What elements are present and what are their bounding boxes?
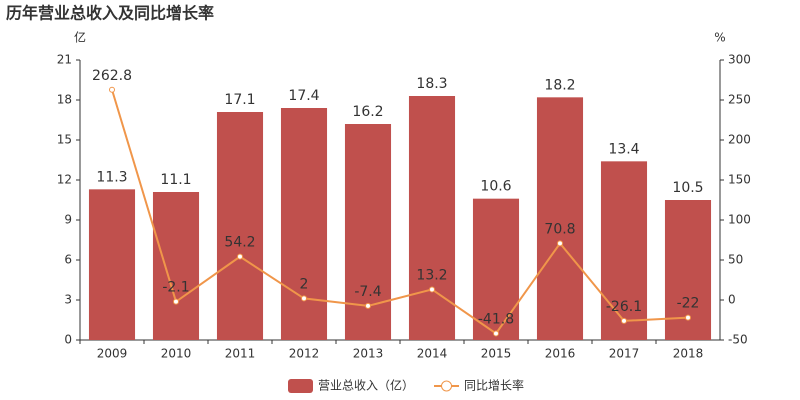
line-value-label: 13.2 bbox=[416, 267, 447, 283]
y-tick-label: 18 bbox=[57, 93, 72, 107]
line-value-label: 70.8 bbox=[544, 221, 575, 237]
x-tick-label: 2017 bbox=[609, 347, 640, 361]
bar bbox=[216, 112, 264, 340]
bar-value-label: 17.4 bbox=[288, 88, 319, 104]
bar-value-label: 13.4 bbox=[608, 141, 639, 157]
x-tick-label: 2016 bbox=[545, 347, 576, 361]
y-tick-label: 15 bbox=[57, 133, 72, 147]
x-tick-label: 2013 bbox=[353, 347, 384, 361]
bar bbox=[408, 96, 456, 340]
bar bbox=[600, 161, 648, 340]
legend-swatch bbox=[288, 379, 313, 393]
bar-value-label: 16.2 bbox=[352, 104, 383, 120]
line-value-label: -7.4 bbox=[354, 284, 381, 300]
bar-value-label: 11.3 bbox=[96, 169, 127, 185]
line-point bbox=[493, 330, 499, 337]
line-point bbox=[365, 302, 371, 309]
bar-value-label: 17.1 bbox=[224, 92, 255, 108]
legend-label: 营业总收入（亿） bbox=[318, 378, 414, 393]
y-tick-label: 12 bbox=[57, 173, 72, 187]
line-point bbox=[621, 317, 627, 324]
line-value-label: -2.1 bbox=[162, 280, 189, 296]
line-point bbox=[109, 86, 115, 93]
x-tick-label: 2012 bbox=[289, 347, 320, 361]
line-point bbox=[301, 295, 307, 302]
line-point bbox=[429, 286, 435, 293]
line-point bbox=[173, 298, 179, 305]
bar bbox=[280, 108, 328, 340]
y2-tick-label: 0 bbox=[728, 293, 736, 307]
line-value-label: -22 bbox=[677, 296, 700, 312]
bar bbox=[152, 192, 200, 340]
y2-tick-label: 50 bbox=[728, 253, 743, 267]
line-value-label: 262.8 bbox=[92, 68, 132, 84]
line-value-label: 2 bbox=[300, 276, 309, 292]
x-tick-label: 2018 bbox=[673, 347, 704, 361]
bar bbox=[472, 198, 520, 340]
x-tick-label: 2014 bbox=[417, 347, 448, 361]
bar-value-label: 11.1 bbox=[160, 172, 191, 188]
x-tick-label: 2015 bbox=[481, 347, 512, 361]
y-tick-label: 6 bbox=[64, 253, 72, 267]
x-tick-label: 2010 bbox=[161, 347, 192, 361]
bar bbox=[88, 189, 136, 340]
line-point bbox=[237, 253, 243, 260]
bar-value-label: 10.6 bbox=[480, 179, 511, 195]
y-axis-label: 亿 bbox=[74, 30, 86, 45]
legend-label: 同比增长率 bbox=[464, 378, 524, 393]
x-tick-label: 2009 bbox=[97, 347, 128, 361]
y2-tick-label: 150 bbox=[728, 173, 751, 187]
x-tick-label: 2011 bbox=[225, 347, 256, 361]
y-tick-label: 0 bbox=[64, 333, 72, 347]
y2-tick-label: 250 bbox=[728, 93, 751, 107]
y-tick-label: 9 bbox=[64, 213, 72, 227]
bar-value-label: 10.5 bbox=[672, 180, 703, 196]
line-value-label: -41.8 bbox=[478, 311, 514, 327]
line bbox=[111, 89, 689, 335]
y2-tick-label: 100 bbox=[728, 213, 751, 227]
y2-tick-label: 200 bbox=[728, 133, 751, 147]
y2-axis-label: % bbox=[714, 31, 725, 45]
line-point bbox=[685, 314, 691, 321]
legend-swatch bbox=[441, 380, 453, 392]
y-tick-label: 21 bbox=[57, 53, 72, 67]
y2-tick-label: -50 bbox=[728, 333, 748, 347]
chart-title: 历年营业总收入及同比增长率 bbox=[6, 4, 214, 23]
bar bbox=[536, 97, 584, 340]
line-value-label: -26.1 bbox=[606, 299, 642, 315]
line-point bbox=[557, 240, 563, 247]
line-value-label: 54.2 bbox=[224, 235, 255, 251]
bar-value-label: 18.3 bbox=[416, 76, 447, 92]
y2-tick-label: 300 bbox=[728, 53, 751, 67]
y-tick-label: 3 bbox=[64, 293, 72, 307]
bar-value-label: 18.2 bbox=[544, 77, 575, 93]
